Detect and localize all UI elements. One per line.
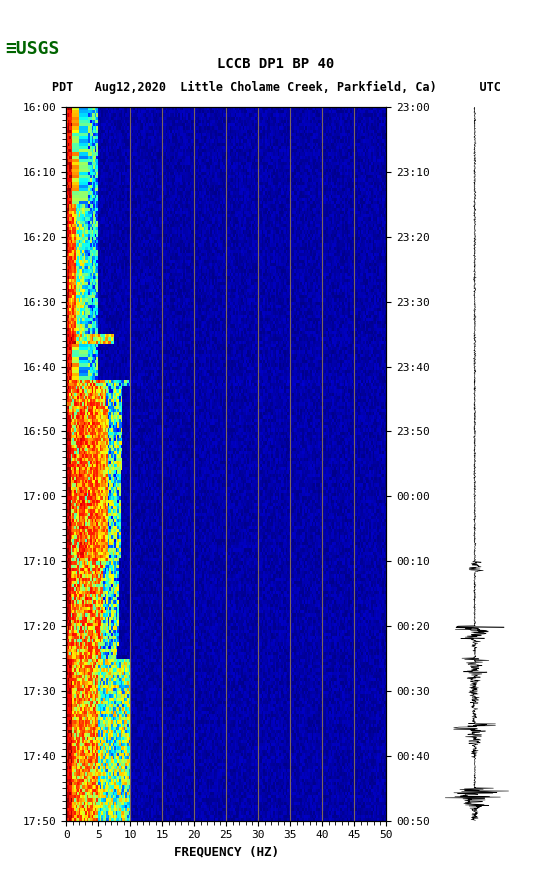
Text: ≡USGS: ≡USGS: [6, 40, 60, 58]
Text: PDT   Aug12,2020  Little Cholame Creek, Parkfield, Ca)      UTC: PDT Aug12,2020 Little Cholame Creek, Par…: [51, 80, 501, 94]
X-axis label: FREQUENCY (HZ): FREQUENCY (HZ): [174, 846, 279, 859]
Text: LCCB DP1 BP 40: LCCB DP1 BP 40: [217, 57, 335, 71]
